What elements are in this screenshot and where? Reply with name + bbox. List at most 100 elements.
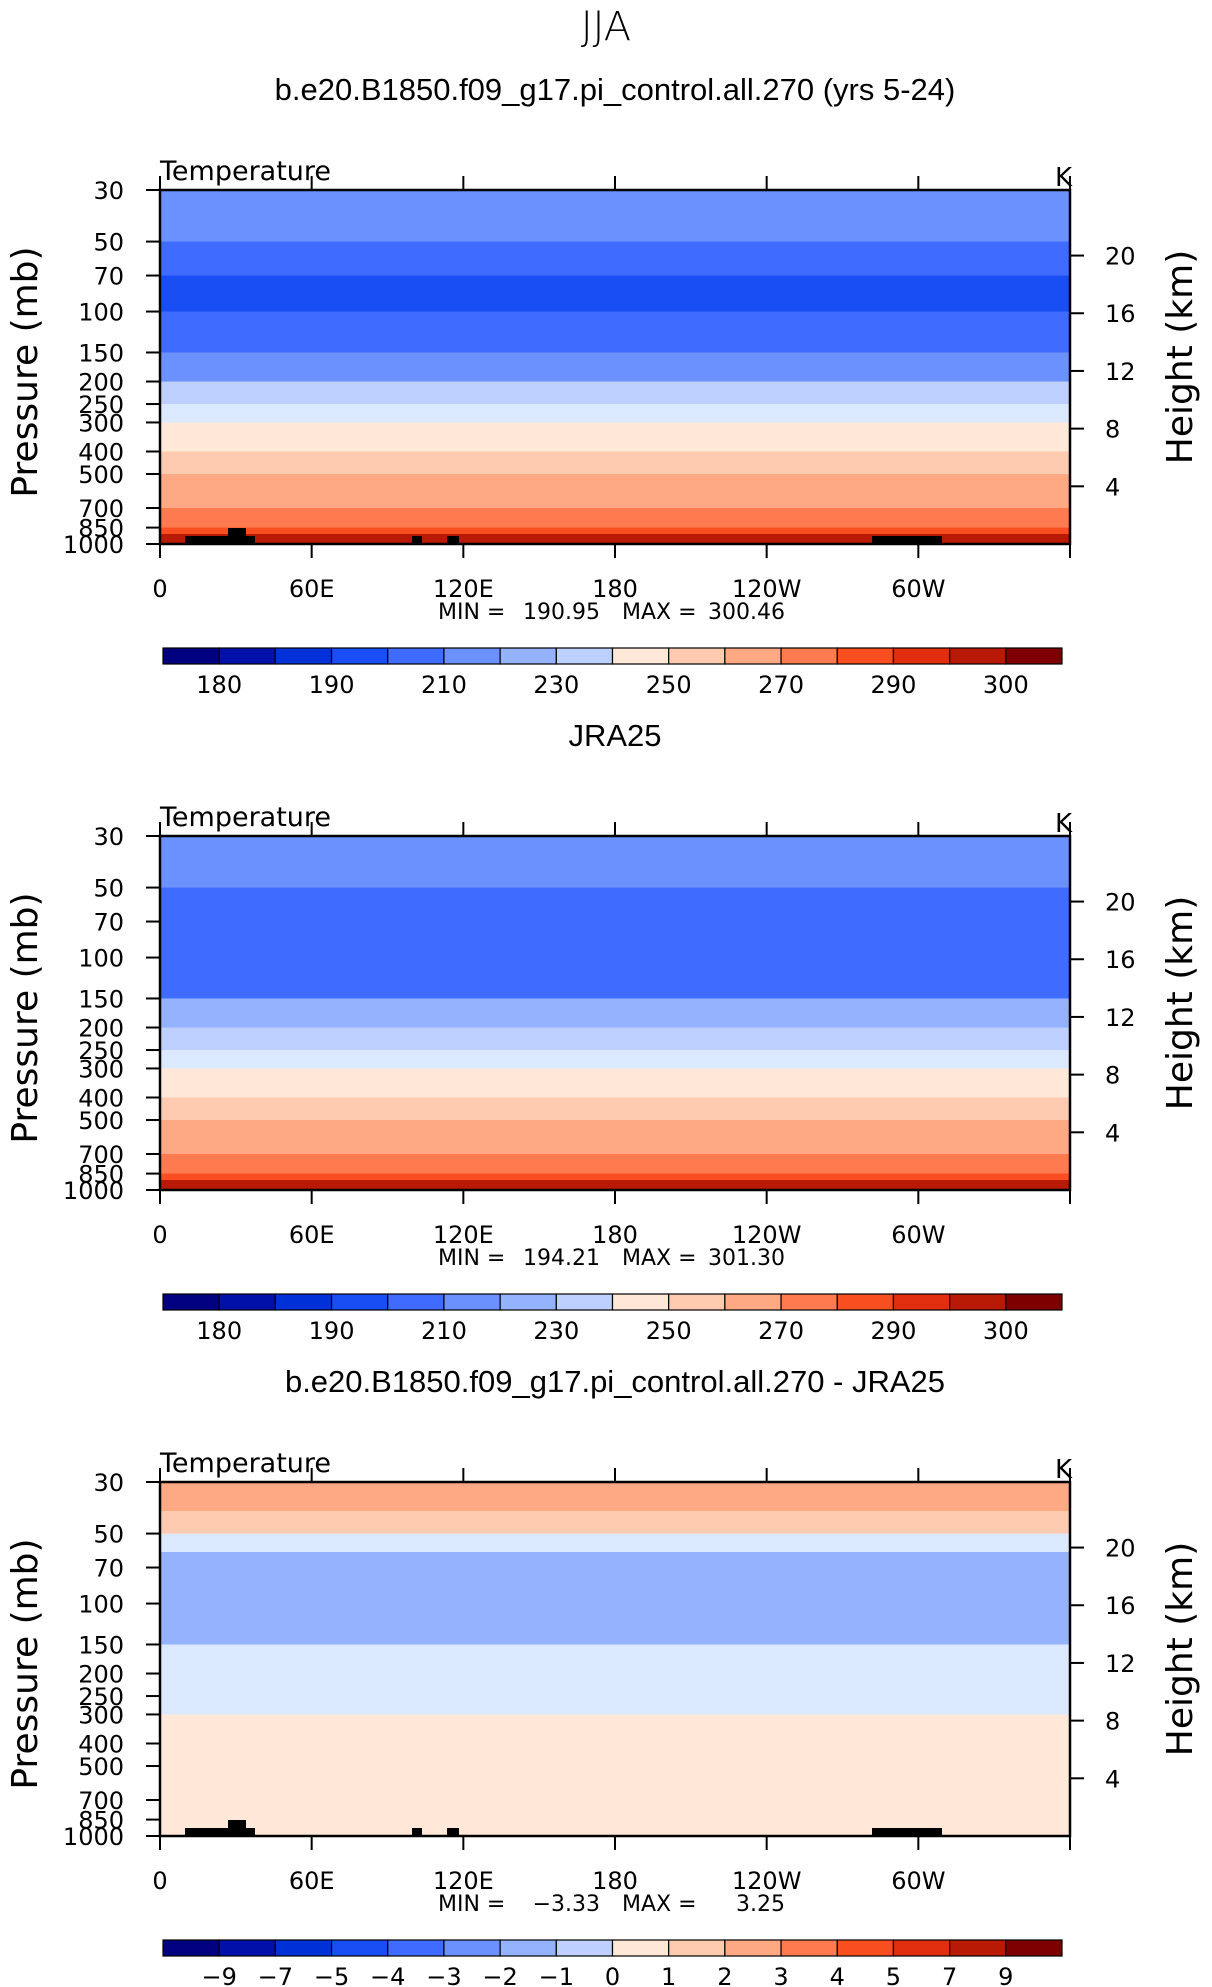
- y2-tick-label: 16: [1105, 1592, 1136, 1620]
- topography-block: [228, 1820, 246, 1836]
- y-axis-title: Pressure (mb): [5, 892, 46, 1143]
- y2-tick-label: 12: [1105, 358, 1136, 386]
- x-tick-label: 180: [592, 1867, 638, 1895]
- y-tick-label: 1000: [63, 531, 124, 559]
- colorbar-box: [330, 1293, 389, 1311]
- min-label: MIN =: [438, 1892, 505, 1917]
- contour-band: [160, 474, 1070, 509]
- topography-block: [447, 536, 459, 544]
- x-tick-label: 60E: [289, 1867, 335, 1895]
- contour-band: [160, 1050, 1070, 1070]
- y-tick-label: 850: [78, 515, 124, 543]
- colorbar-box: [555, 1939, 614, 1957]
- y-tick-label: 500: [78, 461, 124, 489]
- contour-band: [160, 241, 1070, 277]
- units-label: K: [1055, 809, 1073, 839]
- contour-band: [160, 1714, 1070, 1767]
- y-tick-label: 50: [93, 1521, 124, 1549]
- colorbar-tick-label: −5: [314, 1963, 349, 1987]
- contour-band: [160, 836, 1070, 889]
- colorbar-tick-label: 190: [309, 1317, 355, 1345]
- contour-band: [160, 957, 1070, 1000]
- colorbar-box: [892, 1939, 951, 1957]
- colorbar-box: [499, 1293, 557, 1311]
- y-tick-label: 150: [78, 339, 124, 367]
- colorbar-box: [443, 1939, 501, 1957]
- colorbar-tick-label: −4: [370, 1963, 405, 1987]
- contour-band: [160, 998, 1070, 1029]
- colorbar-box: [724, 1939, 782, 1957]
- x-tick-label: 60E: [289, 1221, 335, 1249]
- x-tick-label: 0: [152, 1867, 167, 1895]
- x-tick-label: 60W: [891, 1221, 945, 1249]
- max-label: MAX =: [622, 1246, 697, 1271]
- x-tick-label: 120W: [732, 575, 802, 603]
- topography-block: [185, 536, 255, 544]
- y-tick-label: 70: [93, 263, 124, 291]
- max-value: 301.30: [708, 1246, 785, 1271]
- colorbar-tick-label: 250: [646, 671, 692, 699]
- colorbar-tick-label: 190: [309, 671, 355, 699]
- colorbar-box: [555, 647, 614, 665]
- min-label: MIN =: [438, 1246, 505, 1271]
- colorbar-box: [218, 647, 276, 665]
- variable-label: Temperature: [159, 156, 331, 187]
- y-tick-label: 100: [78, 1591, 124, 1619]
- contour-band: [160, 507, 1070, 529]
- x-tick-label: 60W: [891, 575, 945, 603]
- y-tick-label: 200: [78, 369, 124, 397]
- y-tick-label: 400: [78, 438, 124, 466]
- colorbar-tick-label: 4: [830, 1963, 845, 1987]
- contour-band: [160, 404, 1070, 424]
- y-tick-label: 400: [78, 1084, 124, 1112]
- y-tick-label: 100: [78, 945, 124, 973]
- y-tick-label: 700: [78, 1787, 124, 1815]
- x-tick-label: 0: [152, 575, 167, 603]
- colorbar-box: [611, 647, 670, 665]
- y-tick-label: 200: [78, 1015, 124, 1043]
- contour-band: [160, 1567, 1070, 1605]
- y-tick-label: 30: [93, 823, 124, 851]
- contour-band: [160, 1533, 1070, 1553]
- y2-axis-title: Height (km): [1160, 250, 1201, 464]
- colorbar-box: [387, 1939, 445, 1957]
- topography-block: [872, 536, 942, 544]
- y-tick-label: 500: [78, 1753, 124, 1781]
- variable-label: Temperature: [159, 802, 331, 833]
- colorbar-box: [555, 1293, 614, 1311]
- y2-axis-title: Height (km): [1160, 1542, 1201, 1756]
- colorbar-box: [668, 1293, 726, 1311]
- y-tick-label: 70: [93, 909, 124, 937]
- colorbar-tick-label: 270: [758, 671, 804, 699]
- topography-block: [412, 536, 422, 544]
- x-tick-label: 120E: [433, 1867, 494, 1895]
- contour-band: [160, 422, 1070, 453]
- colorbar-box: [780, 647, 838, 665]
- panel-title: b.e20.B1850.f09_g17.pi_control.all.270 (…: [275, 72, 956, 107]
- units-label: K: [1055, 163, 1073, 193]
- contour-band: [160, 1644, 1070, 1675]
- contour-band: [160, 190, 1070, 243]
- colorbar-box: [724, 647, 782, 665]
- contour-band: [160, 451, 1070, 475]
- topography-block: [228, 528, 246, 544]
- y-tick-label: 100: [78, 299, 124, 327]
- contour-band: [160, 1766, 1070, 1801]
- y-tick-label: 850: [78, 1807, 124, 1835]
- colorbar-box: [274, 1293, 333, 1311]
- colorbar-box: [949, 1939, 1007, 1957]
- y2-tick-label: 16: [1105, 946, 1136, 974]
- x-tick-label: 120W: [732, 1867, 802, 1895]
- contour-band: [160, 1097, 1070, 1121]
- colorbar-box: [218, 1939, 276, 1957]
- chart-panel-2: JRA25 Temperature K 0 60E 120E 180 120W 60W 30 50 7…: [5, 718, 1201, 1345]
- colorbar-box: [892, 647, 951, 665]
- contour-band: [160, 887, 1070, 923]
- colorbar-tick-label: 5: [886, 1963, 901, 1987]
- y-tick-label: 150: [78, 1631, 124, 1659]
- colorbar-box: [668, 1939, 726, 1957]
- contour-band: [160, 275, 1070, 313]
- x-tick-label: 0: [152, 1221, 167, 1249]
- colorbar-box: [611, 1939, 670, 1957]
- panels: b.e20.B1850.f09_g17.pi_control.all.270 (…: [5, 72, 1201, 1987]
